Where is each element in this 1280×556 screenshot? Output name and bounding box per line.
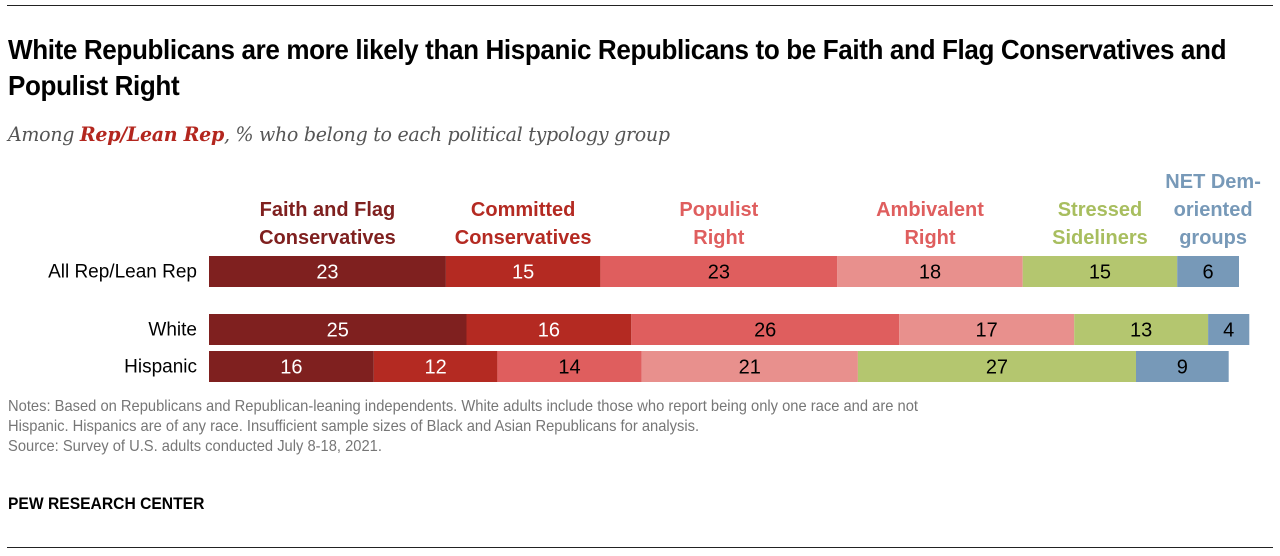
row-label: All Rep/Lean Rep [48, 262, 197, 283]
subtitle-prefix: Among [8, 122, 80, 146]
row-label: White [148, 320, 197, 341]
legend-label: Sideliners [1052, 227, 1148, 249]
notes-line: Notes: Based on Republicans and Republic… [8, 398, 918, 415]
bar-value-label: 17 [976, 320, 998, 342]
bar-segment [1208, 314, 1250, 345]
bar-value-label: 12 [424, 357, 446, 379]
bar-segment [1177, 256, 1239, 287]
bar-value-label: 27 [986, 357, 1008, 379]
pew-research-center-logo: PEW RESEARCH CENTER [8, 494, 205, 513]
bar-segment [837, 256, 1023, 287]
top-rule [7, 5, 1273, 6]
bar-segment [641, 351, 858, 382]
bar-value-label: 21 [739, 357, 761, 379]
bar-segment [497, 351, 642, 382]
legend-label: Populist [679, 199, 758, 221]
bar-value-label: 15 [1089, 262, 1111, 284]
bar-value-label: 9 [1177, 357, 1188, 379]
bar-value-label: 23 [316, 262, 338, 284]
bar-value-label: 15 [512, 262, 534, 284]
legend-label: NET Dem- [1165, 171, 1261, 193]
bar-segment [857, 351, 1136, 382]
bar-segment [466, 314, 632, 345]
legend-label: Ambivalent [876, 199, 984, 221]
chart-title: White Republicans are more likely than H… [8, 34, 1227, 101]
chart-notes: Notes: Based on Republicans and Republic… [8, 397, 1204, 457]
legend-label: Committed [471, 199, 575, 221]
bar-value-label: 25 [327, 320, 349, 342]
legend-label: Stressed [1058, 199, 1143, 221]
bar-segment [373, 351, 498, 382]
stacked-bar-chart: All Rep/Lean Rep White Hispanic 23 15 23 18 15 6… [48, 171, 1261, 382]
bar-segment [631, 314, 900, 345]
legend-label: Right [904, 227, 955, 249]
bar-segment [600, 256, 838, 287]
bar-value-label: 26 [754, 320, 776, 342]
bar-value-label: 13 [1130, 320, 1152, 342]
bottom-rule [7, 547, 1273, 548]
bar-value-label: 18 [919, 262, 941, 284]
notes-line: Hispanic. Hispanics are of any race. Ins… [8, 418, 700, 435]
legend-label: Right [693, 227, 744, 249]
bar-segment [209, 314, 467, 345]
row-label: Hispanic [124, 357, 197, 378]
bar-value-label: 4 [1223, 320, 1234, 342]
bar-segment [445, 256, 601, 287]
chart-subtitle: Among Rep/Lean Rep, % who belong to each… [8, 122, 670, 146]
bar-value-label: 14 [558, 357, 580, 379]
bar-value-label: 6 [1203, 262, 1214, 284]
subtitle-suffix: , % who belong to each political typolog… [223, 122, 670, 146]
bar-segment [1074, 314, 1209, 345]
bar-segment [209, 351, 374, 382]
legend-label: Conservatives [455, 227, 592, 249]
legend-label: oriented [1174, 199, 1253, 221]
legend-label: Faith and Flag [260, 199, 396, 221]
bar-segment [1022, 256, 1178, 287]
bar-segment [1136, 351, 1229, 382]
subtitle-highlight: Rep/Lean Rep [79, 122, 224, 146]
bar-value-label: 23 [708, 262, 730, 284]
legend-label: groups [1179, 227, 1247, 249]
source-line: Source: Survey of U.S. adults conducted … [8, 438, 382, 455]
bar-value-label: 16 [280, 357, 302, 379]
legend-label: Conservatives [259, 227, 396, 249]
bar-segment [899, 314, 1075, 345]
bar-value-label: 16 [538, 320, 560, 342]
bar-segment [209, 256, 446, 287]
